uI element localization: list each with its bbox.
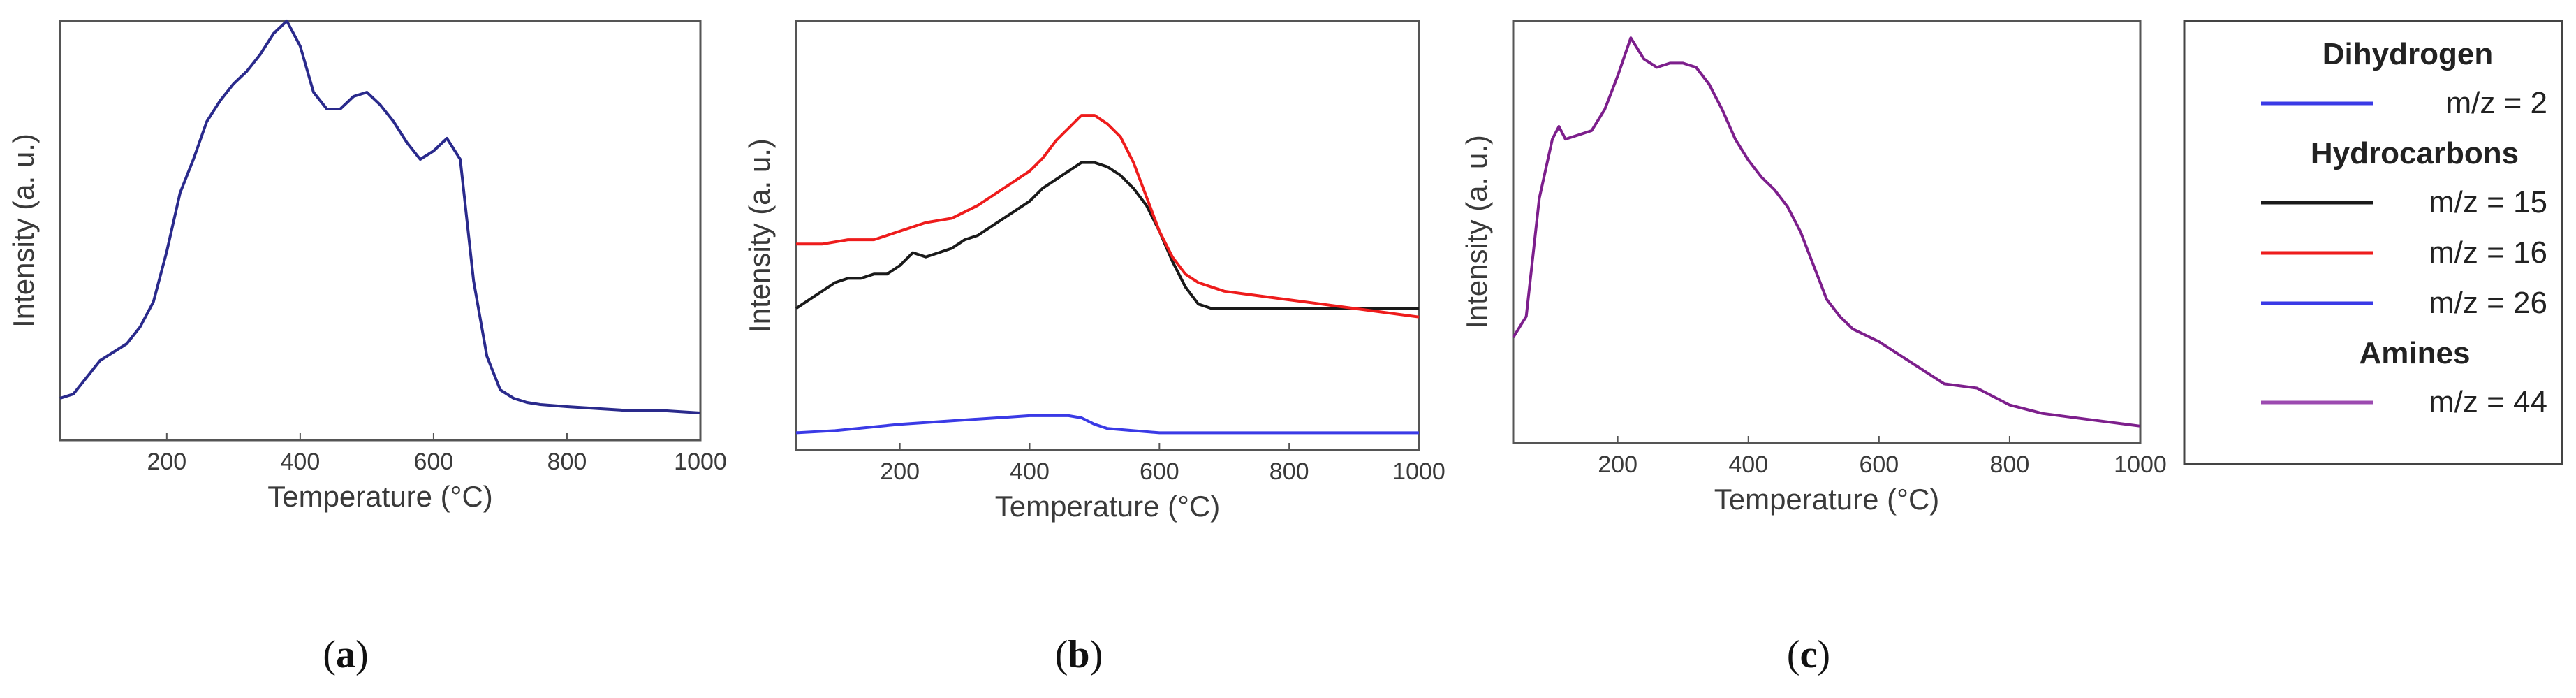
legend-item-label: m/z = 44 xyxy=(2429,385,2547,419)
y-axis-label: Intensity (a. u.) xyxy=(743,138,776,333)
legend: Dihydrogen m/z = 2 Hydrocarbons m/z = 15 m/z… xyxy=(2183,20,2563,465)
panel-caption: (c) xyxy=(1787,633,1830,676)
x-tick-label: 200 xyxy=(147,449,186,475)
x-tick-label: 800 xyxy=(1269,458,1309,485)
x-tick-label: 1000 xyxy=(1392,458,1445,485)
x-tick-label: 400 xyxy=(1010,458,1050,485)
panel-caption: (a) xyxy=(323,633,368,676)
x-tick-label: 400 xyxy=(281,449,321,475)
x-tick-label: 600 xyxy=(414,449,454,475)
legend-item-label: m/z = 15 xyxy=(2429,185,2547,219)
panel-caption: (b) xyxy=(1055,633,1103,676)
y-axis-label: Intensity (a. u.) xyxy=(1460,135,1493,329)
series-line-m-z-26 xyxy=(795,414,1419,435)
x-tick-label: 400 xyxy=(1728,451,1768,478)
y-axis-label: Intensity (a. u.) xyxy=(7,133,40,328)
legend-item-label: m/z = 26 xyxy=(2429,286,2547,320)
series-line-m-z-2 xyxy=(59,20,701,414)
x-tick-label: 600 xyxy=(1859,451,1899,478)
plot-frame xyxy=(59,20,702,442)
x-tick-label: 200 xyxy=(880,458,920,485)
legend-item-label: m/z = 16 xyxy=(2429,235,2547,270)
x-axis-label: Temperature (°C) xyxy=(1714,483,1940,516)
legend-box xyxy=(2183,20,2563,465)
x-axis-label: Temperature (°C) xyxy=(995,490,1221,523)
series-line-m-z-15 xyxy=(795,161,1419,310)
x-tick-label: 600 xyxy=(1140,458,1179,485)
legend-group-heading: Amines xyxy=(2360,336,2471,370)
series-line-m-z-16 xyxy=(796,114,1420,319)
x-tick-label: 800 xyxy=(1990,451,2030,478)
panel-a: 200 400 600 800 1000 Temperature (°C) Intensit… xyxy=(7,20,727,676)
x-tick-label: 800 xyxy=(547,449,587,475)
x-tick-label: 1000 xyxy=(674,449,727,475)
legend-group-heading: Dihydrogen xyxy=(2323,37,2493,71)
legend-item-label: m/z = 2 xyxy=(2446,86,2548,120)
panel-b: 200 400 600 800 1000 Temperature (°C) Intensit… xyxy=(743,20,1445,676)
x-axis-label: Temperature (°C) xyxy=(267,480,493,513)
panel-c: 200 400 600 800 1000 Temperature (°C) Intensit… xyxy=(1460,20,2167,676)
legend-group-heading: Hydrocarbons xyxy=(2311,136,2519,170)
x-tick-label: 1000 xyxy=(2114,451,2167,478)
x-tick-label: 200 xyxy=(1598,451,1637,478)
plot-frame xyxy=(1512,20,2142,444)
series-line-m-z-44 xyxy=(1512,36,2141,428)
plot-frame xyxy=(795,20,1420,451)
